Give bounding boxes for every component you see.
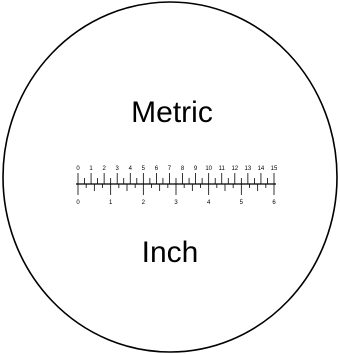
- inch-label: Inch: [142, 236, 199, 269]
- inch-number: 3: [174, 200, 178, 206]
- inch-number: 0: [76, 200, 80, 206]
- metric-number: 8: [181, 166, 185, 172]
- metric-number: 14: [258, 166, 265, 172]
- metric-number: 10: [205, 166, 212, 172]
- metric-label: Metric: [131, 96, 213, 129]
- inch-number: 1: [109, 200, 113, 206]
- metric-number: 9: [194, 166, 198, 172]
- metric-number: 3: [116, 166, 120, 172]
- inch-number: 5: [240, 200, 244, 206]
- metric-number: 0: [76, 166, 80, 172]
- metric-number: 6: [155, 166, 159, 172]
- inch-number: 2: [142, 200, 146, 206]
- metric-number: 13: [245, 166, 252, 172]
- metric-number: 11: [219, 166, 226, 172]
- inch-number: 4: [207, 200, 211, 206]
- measuring-scale: 0 1 2 3 4 5 6 7 8 9 10 11 12 13 14 150 1 2 3 4 5 6: [76, 166, 278, 206]
- metric-number: 7: [168, 166, 172, 172]
- metric-number: 12: [231, 166, 238, 172]
- metric-number: 2: [102, 166, 106, 172]
- metric-number: 15: [271, 166, 278, 172]
- metric-number: 1: [89, 166, 93, 172]
- inch-number: 6: [272, 200, 276, 206]
- metric-number: 4: [129, 166, 133, 172]
- metric-number: 5: [142, 166, 146, 172]
